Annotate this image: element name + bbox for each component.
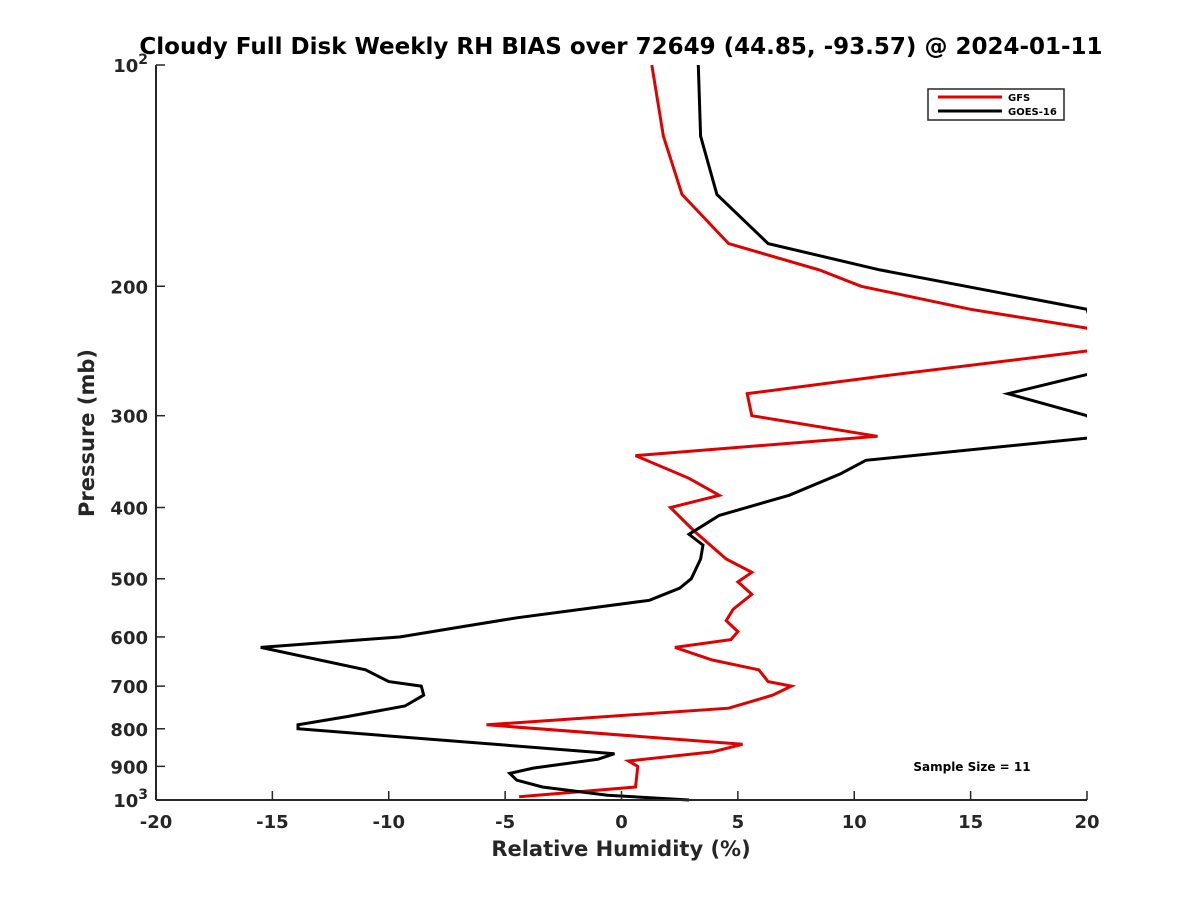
x-tick-label: 10 bbox=[842, 812, 867, 833]
legend: GFS GOES-16 bbox=[927, 88, 1065, 121]
y-tick-label: 600 bbox=[110, 628, 148, 649]
y-tick-label: 500 bbox=[110, 570, 148, 591]
y-ticks: 102 200 300 400 500 600 700 800 900 103 bbox=[110, 52, 165, 812]
legend-label-goes16: GOES-16 bbox=[1008, 107, 1057, 118]
plot-lines bbox=[260, 64, 1087, 802]
x-tick-label: 0 bbox=[615, 812, 628, 833]
y-tick-label: 103 bbox=[113, 787, 148, 812]
x-tick-label: -15 bbox=[256, 812, 289, 833]
y-axis-label: Pressure (mb) bbox=[75, 349, 99, 517]
legend-label-gfs: GFS bbox=[1008, 93, 1030, 104]
legend-box bbox=[927, 88, 1065, 121]
y-tick-label: 200 bbox=[110, 277, 148, 298]
series-line-goes16 bbox=[260, 64, 1087, 802]
x-tick-label: -10 bbox=[372, 812, 405, 833]
y-tick-label: 700 bbox=[110, 677, 148, 698]
x-tick-label: -5 bbox=[495, 812, 515, 833]
y-tick-label: 400 bbox=[110, 499, 148, 520]
x-tick-label: -20 bbox=[140, 812, 173, 833]
x-tick-label: 20 bbox=[1074, 812, 1099, 833]
y-tick-label: 900 bbox=[110, 757, 148, 778]
x-axis-label: Relative Humidity (%) bbox=[491, 837, 750, 861]
series-line-gfs bbox=[486, 64, 1087, 799]
y-tick-label: 800 bbox=[110, 720, 148, 741]
sample-size-annotation: Sample Size = 11 bbox=[913, 760, 1030, 774]
x-tick-label: 5 bbox=[732, 812, 745, 833]
y-tick-label: 300 bbox=[110, 407, 148, 428]
x-ticks: -20 -15 -10 -5 0 5 10 15 20 bbox=[140, 791, 1100, 833]
chart-title: Cloudy Full Disk Weekly RH BIAS over 726… bbox=[139, 34, 1102, 60]
x-tick-label: 15 bbox=[958, 812, 983, 833]
y-tick-label: 102 bbox=[113, 52, 148, 77]
